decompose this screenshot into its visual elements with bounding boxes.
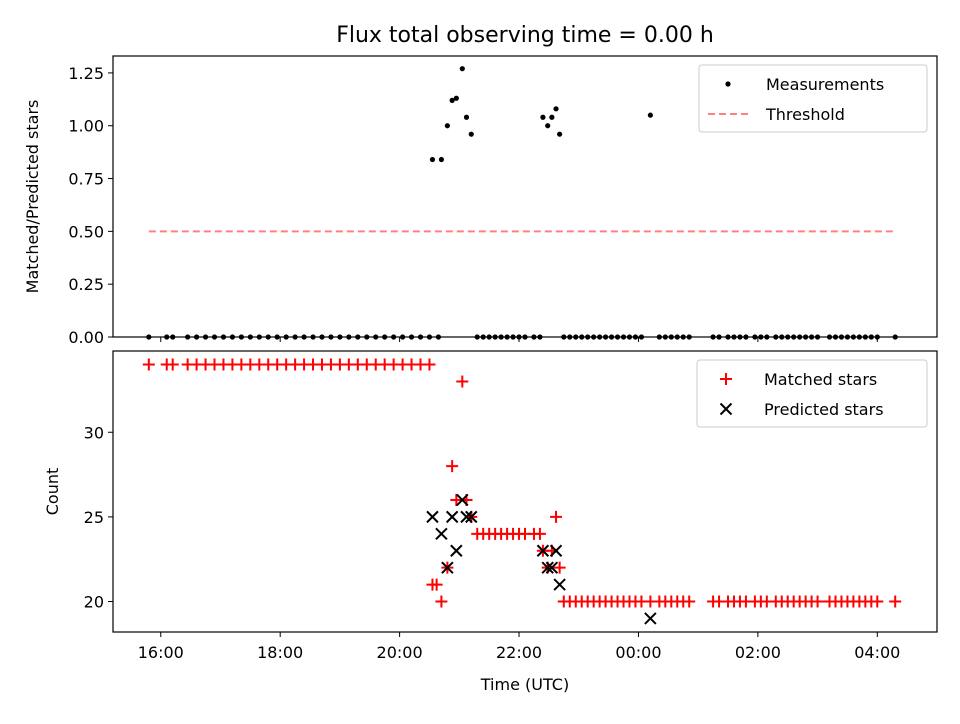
y-tick-label: 0.75: [68, 170, 104, 189]
legend-measurement-swatch: [725, 81, 731, 87]
y-tick-label: 25: [84, 508, 104, 527]
panel-2: 20 25 30 16:00 18:00 20:00 22:00 00:00 02:00 04:0…: [43, 350, 938, 694]
y-tick-label: 0.00: [68, 328, 104, 347]
predicted-star-point: [441, 561, 454, 574]
predicted-star-point: [450, 544, 463, 557]
matched-star-point: [811, 595, 824, 608]
chart-title: Flux total observing time = 0.00 h: [336, 23, 714, 48]
matched-star-point: [423, 358, 436, 371]
x-tick-label: 04:00: [854, 643, 900, 662]
legend: Measurements Threshold: [698, 64, 928, 133]
predicted-star-point: [460, 510, 473, 524]
measurement-point: [438, 156, 445, 163]
legend-box: [696, 359, 928, 428]
legend-matched-swatch: [720, 373, 732, 385]
legend-label: Matched stars: [764, 370, 877, 389]
predicted-star-point: [445, 510, 459, 524]
measurement-point: [557, 131, 563, 137]
matched-star-point: [533, 527, 546, 540]
y-tick-label: 1.25: [68, 64, 104, 83]
matched-star-point: [889, 595, 902, 608]
x-tick-label: 22:00: [496, 643, 542, 662]
legend-label: Threshold: [765, 105, 845, 124]
matched-star-point: [446, 460, 459, 473]
legend: Matched stars Predicted stars: [696, 359, 928, 428]
matched-star-point: [450, 493, 463, 506]
y-axis-label: Matched/Predicted stars: [23, 100, 42, 294]
y-tick-label: 0.50: [68, 222, 104, 241]
predicted-star-point: [644, 612, 657, 625]
measurement-point: [545, 123, 551, 129]
predicted-star-point: [435, 527, 448, 541]
measurement-point: [444, 123, 450, 129]
y-tick-label: 30: [84, 423, 104, 442]
x-tick-label: 00:00: [615, 643, 661, 662]
predicted-star-point: [456, 493, 469, 507]
panel-1: Flux total observing time = 0.00 h 0.00 0.…: [23, 23, 938, 347]
legend-label: Predicted stars: [764, 400, 884, 419]
legend-box: [698, 64, 928, 133]
measurement-point: [647, 112, 653, 118]
predicted-star-point: [536, 544, 550, 557]
measurement-point: [468, 131, 474, 137]
matched-star-point: [871, 595, 884, 608]
y-tick-label: 1.00: [68, 117, 104, 136]
x-tick-label: 02:00: [735, 643, 781, 662]
predicted-star-point: [465, 510, 478, 524]
x-tick-label: 16:00: [138, 643, 184, 662]
predicted-star-point: [426, 510, 439, 524]
predicted-star-point: [541, 561, 554, 574]
measurement-point: [463, 114, 470, 120]
predicted-star-point: [545, 561, 559, 574]
predicted-star-point: [553, 578, 566, 591]
measurement-point: [429, 156, 436, 163]
measurement-point: [449, 97, 455, 103]
matched-star-point: [142, 358, 155, 371]
matched-star-point: [430, 578, 443, 591]
y-axis-label: Count: [43, 468, 62, 516]
x-tick-label: 20:00: [377, 643, 423, 662]
x-tick-label: 18:00: [257, 643, 303, 662]
matched-star-point: [435, 595, 448, 608]
measurement-point: [549, 114, 555, 120]
legend-predicted-swatch: [719, 402, 733, 416]
matched-star-point: [553, 561, 566, 574]
measurement-point: [459, 66, 465, 72]
y-tick-label: 20: [84, 593, 104, 612]
measurement-point: [453, 95, 459, 101]
matched-star-point: [456, 375, 469, 388]
y-tick-label: 0.25: [68, 275, 104, 294]
predicted-star-point: [549, 544, 563, 557]
axes-frame: [112, 350, 938, 633]
matched-star-point: [166, 358, 179, 371]
matched-star-point: [683, 595, 696, 608]
legend-label: Measurements: [766, 75, 884, 94]
axes-frame: [112, 55, 938, 338]
measurement-point: [553, 106, 559, 112]
x-axis-label: Time (UTC): [480, 675, 569, 694]
measurement-point: [540, 114, 546, 120]
matched-star-point: [550, 510, 563, 523]
